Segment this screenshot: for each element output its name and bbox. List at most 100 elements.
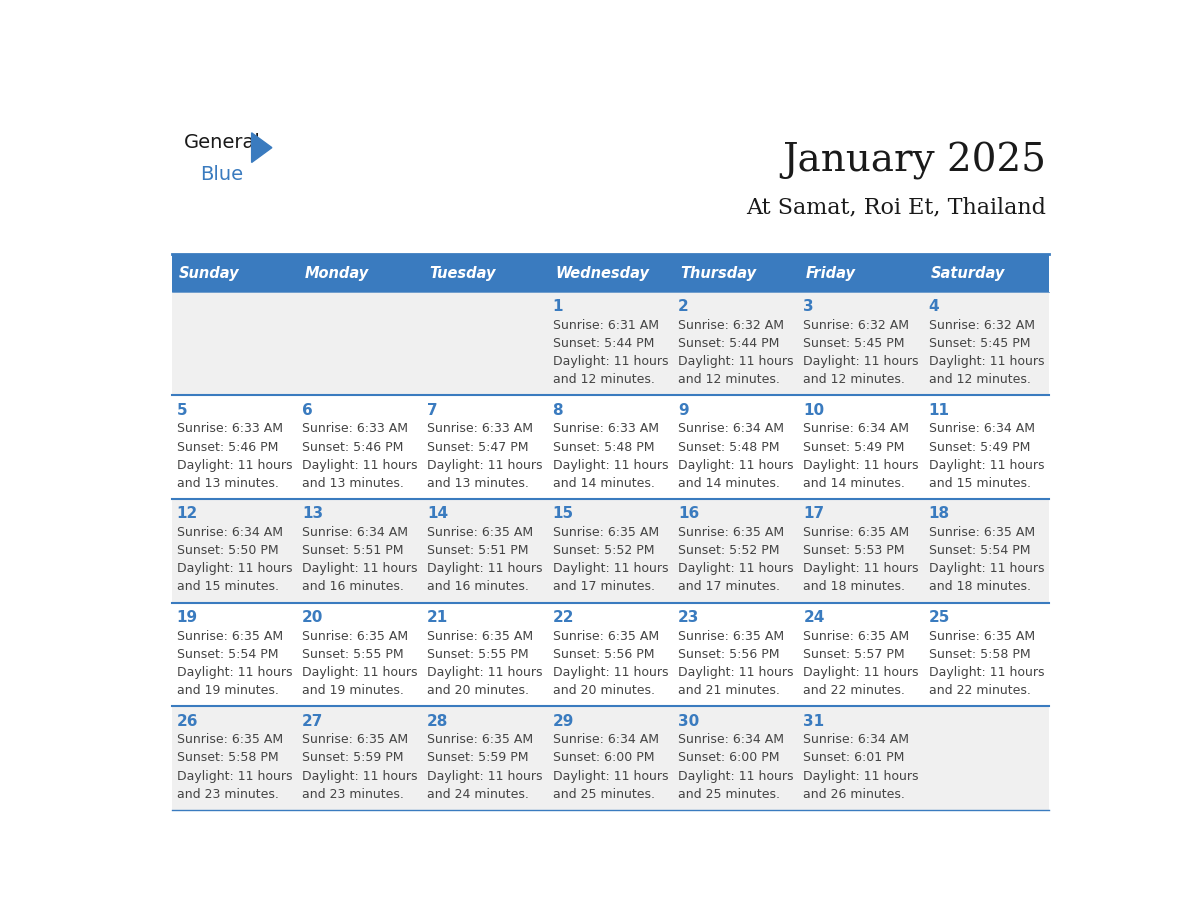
Text: Daylight: 11 hours: Daylight: 11 hours	[302, 666, 417, 679]
Text: and 13 minutes.: and 13 minutes.	[177, 476, 278, 490]
Text: Sunrise: 6:35 AM: Sunrise: 6:35 AM	[177, 733, 283, 746]
Text: and 25 minutes.: and 25 minutes.	[678, 788, 779, 800]
Text: Sunset: 5:52 PM: Sunset: 5:52 PM	[678, 544, 779, 557]
Text: Sunset: 5:58 PM: Sunset: 5:58 PM	[929, 648, 1030, 661]
Text: Sunday: Sunday	[179, 266, 240, 281]
Text: Daylight: 11 hours: Daylight: 11 hours	[678, 355, 794, 368]
Text: Sunset: 5:54 PM: Sunset: 5:54 PM	[177, 648, 278, 661]
Text: Sunset: 5:56 PM: Sunset: 5:56 PM	[678, 648, 779, 661]
Text: Daylight: 11 hours: Daylight: 11 hours	[678, 769, 794, 782]
Text: and 23 minutes.: and 23 minutes.	[302, 788, 404, 800]
Text: Sunrise: 6:35 AM: Sunrise: 6:35 AM	[428, 733, 533, 746]
Text: and 26 minutes.: and 26 minutes.	[803, 788, 905, 800]
Text: 19: 19	[177, 610, 197, 625]
Text: Sunset: 6:00 PM: Sunset: 6:00 PM	[678, 752, 779, 765]
Text: Sunrise: 6:35 AM: Sunrise: 6:35 AM	[552, 526, 658, 539]
Text: Daylight: 11 hours: Daylight: 11 hours	[177, 563, 292, 576]
Text: Sunset: 5:48 PM: Sunset: 5:48 PM	[678, 441, 779, 453]
Text: Daylight: 11 hours: Daylight: 11 hours	[177, 666, 292, 679]
Text: and 17 minutes.: and 17 minutes.	[678, 580, 779, 593]
Text: Daylight: 11 hours: Daylight: 11 hours	[428, 563, 543, 576]
Text: 7: 7	[428, 403, 438, 418]
Text: Sunset: 5:48 PM: Sunset: 5:48 PM	[552, 441, 655, 453]
Text: Sunrise: 6:35 AM: Sunrise: 6:35 AM	[929, 526, 1035, 539]
Text: 23: 23	[678, 610, 700, 625]
Text: Friday: Friday	[805, 266, 855, 281]
Bar	[672, 255, 798, 292]
Text: Sunrise: 6:35 AM: Sunrise: 6:35 AM	[929, 630, 1035, 643]
Text: and 19 minutes.: and 19 minutes.	[302, 684, 404, 697]
Text: Sunrise: 6:34 AM: Sunrise: 6:34 AM	[552, 733, 658, 746]
Text: 12: 12	[177, 507, 197, 521]
Text: Daylight: 11 hours: Daylight: 11 hours	[803, 355, 918, 368]
Bar	[798, 255, 923, 292]
Text: 9: 9	[678, 403, 689, 418]
Text: 15: 15	[552, 507, 574, 521]
Text: and 13 minutes.: and 13 minutes.	[428, 476, 529, 490]
Text: Sunset: 5:51 PM: Sunset: 5:51 PM	[302, 544, 404, 557]
Text: Sunset: 5:59 PM: Sunset: 5:59 PM	[428, 752, 529, 765]
Text: Sunset: 5:45 PM: Sunset: 5:45 PM	[803, 337, 905, 350]
Text: and 18 minutes.: and 18 minutes.	[803, 580, 905, 593]
Bar	[548, 255, 672, 292]
Text: 24: 24	[803, 610, 824, 625]
Text: 10: 10	[803, 403, 824, 418]
Text: 14: 14	[428, 507, 448, 521]
Text: Thursday: Thursday	[681, 266, 757, 281]
Text: 17: 17	[803, 507, 824, 521]
Bar	[171, 396, 1049, 499]
Bar	[422, 255, 548, 292]
Text: General: General	[183, 133, 260, 151]
Text: 13: 13	[302, 507, 323, 521]
Text: January 2025: January 2025	[782, 142, 1047, 180]
Text: 21: 21	[428, 610, 449, 625]
Text: Blue: Blue	[200, 164, 244, 184]
Text: Sunrise: 6:35 AM: Sunrise: 6:35 AM	[803, 526, 909, 539]
Text: and 17 minutes.: and 17 minutes.	[552, 580, 655, 593]
Text: Sunrise: 6:33 AM: Sunrise: 6:33 AM	[428, 422, 533, 435]
Text: Sunrise: 6:34 AM: Sunrise: 6:34 AM	[929, 422, 1035, 435]
Text: 11: 11	[929, 403, 949, 418]
Text: 1: 1	[552, 299, 563, 314]
Text: Tuesday: Tuesday	[430, 266, 497, 281]
Text: Wednesday: Wednesday	[555, 266, 649, 281]
Text: and 12 minutes.: and 12 minutes.	[929, 374, 1030, 386]
Text: Sunset: 5:49 PM: Sunset: 5:49 PM	[929, 441, 1030, 453]
Text: Daylight: 11 hours: Daylight: 11 hours	[678, 459, 794, 472]
Text: Sunset: 5:52 PM: Sunset: 5:52 PM	[552, 544, 655, 557]
Text: Daylight: 11 hours: Daylight: 11 hours	[552, 355, 668, 368]
Text: and 12 minutes.: and 12 minutes.	[552, 374, 655, 386]
Text: Daylight: 11 hours: Daylight: 11 hours	[302, 769, 417, 782]
Text: Sunrise: 6:35 AM: Sunrise: 6:35 AM	[177, 630, 283, 643]
Text: Sunrise: 6:31 AM: Sunrise: 6:31 AM	[552, 319, 658, 331]
Text: and 22 minutes.: and 22 minutes.	[803, 684, 905, 697]
Text: Sunrise: 6:35 AM: Sunrise: 6:35 AM	[428, 630, 533, 643]
Text: Saturday: Saturday	[931, 266, 1005, 281]
Text: Daylight: 11 hours: Daylight: 11 hours	[929, 563, 1044, 576]
Text: 26: 26	[177, 713, 198, 729]
Text: 16: 16	[678, 507, 700, 521]
Text: 8: 8	[552, 403, 563, 418]
Text: Sunrise: 6:35 AM: Sunrise: 6:35 AM	[302, 630, 407, 643]
Text: and 23 minutes.: and 23 minutes.	[177, 788, 278, 800]
Text: Sunset: 5:44 PM: Sunset: 5:44 PM	[552, 337, 653, 350]
Text: and 20 minutes.: and 20 minutes.	[428, 684, 529, 697]
Text: Daylight: 11 hours: Daylight: 11 hours	[302, 459, 417, 472]
Text: and 12 minutes.: and 12 minutes.	[803, 374, 905, 386]
Text: Daylight: 11 hours: Daylight: 11 hours	[428, 769, 543, 782]
Text: Sunset: 5:47 PM: Sunset: 5:47 PM	[428, 441, 529, 453]
Bar	[171, 603, 1049, 706]
Text: Sunset: 5:46 PM: Sunset: 5:46 PM	[177, 441, 278, 453]
Text: Sunset: 5:50 PM: Sunset: 5:50 PM	[177, 544, 278, 557]
Text: At Samat, Roi Et, Thailand: At Samat, Roi Et, Thailand	[746, 196, 1047, 218]
Text: Sunset: 5:55 PM: Sunset: 5:55 PM	[428, 648, 529, 661]
Text: Sunset: 5:54 PM: Sunset: 5:54 PM	[929, 544, 1030, 557]
Text: Daylight: 11 hours: Daylight: 11 hours	[552, 769, 668, 782]
Text: Monday: Monday	[304, 266, 368, 281]
Text: and 18 minutes.: and 18 minutes.	[929, 580, 1031, 593]
Text: and 21 minutes.: and 21 minutes.	[678, 684, 779, 697]
Bar	[171, 255, 297, 292]
Text: and 14 minutes.: and 14 minutes.	[678, 476, 779, 490]
Text: Daylight: 11 hours: Daylight: 11 hours	[803, 769, 918, 782]
Text: 29: 29	[552, 713, 574, 729]
